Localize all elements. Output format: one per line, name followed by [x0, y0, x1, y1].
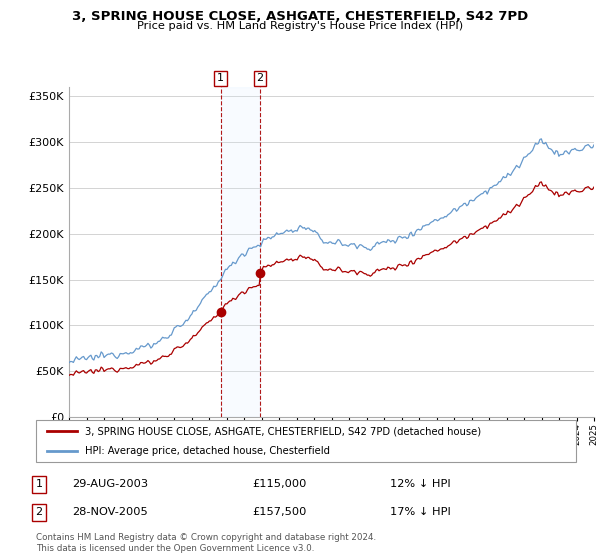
Text: 3, SPRING HOUSE CLOSE, ASHGATE, CHESTERFIELD, S42 7PD (detached house): 3, SPRING HOUSE CLOSE, ASHGATE, CHESTERF… — [85, 426, 481, 436]
Text: £157,500: £157,500 — [252, 507, 307, 517]
Text: £115,000: £115,000 — [252, 479, 307, 489]
Text: 3, SPRING HOUSE CLOSE, ASHGATE, CHESTERFIELD, S42 7PD: 3, SPRING HOUSE CLOSE, ASHGATE, CHESTERF… — [72, 10, 528, 23]
Text: 12% ↓ HPI: 12% ↓ HPI — [390, 479, 451, 489]
Text: HPI: Average price, detached house, Chesterfield: HPI: Average price, detached house, Ches… — [85, 446, 329, 456]
Text: 2: 2 — [35, 507, 43, 517]
Text: 29-AUG-2003: 29-AUG-2003 — [72, 479, 148, 489]
Text: 28-NOV-2005: 28-NOV-2005 — [72, 507, 148, 517]
Text: Contains HM Land Registry data © Crown copyright and database right 2024.
This d: Contains HM Land Registry data © Crown c… — [36, 533, 376, 553]
Text: Price paid vs. HM Land Registry's House Price Index (HPI): Price paid vs. HM Land Registry's House … — [137, 21, 463, 31]
Text: 17% ↓ HPI: 17% ↓ HPI — [390, 507, 451, 517]
Text: 1: 1 — [35, 479, 43, 489]
Text: 2: 2 — [256, 73, 263, 83]
Text: 1: 1 — [217, 73, 224, 83]
Bar — [221, 87, 260, 417]
